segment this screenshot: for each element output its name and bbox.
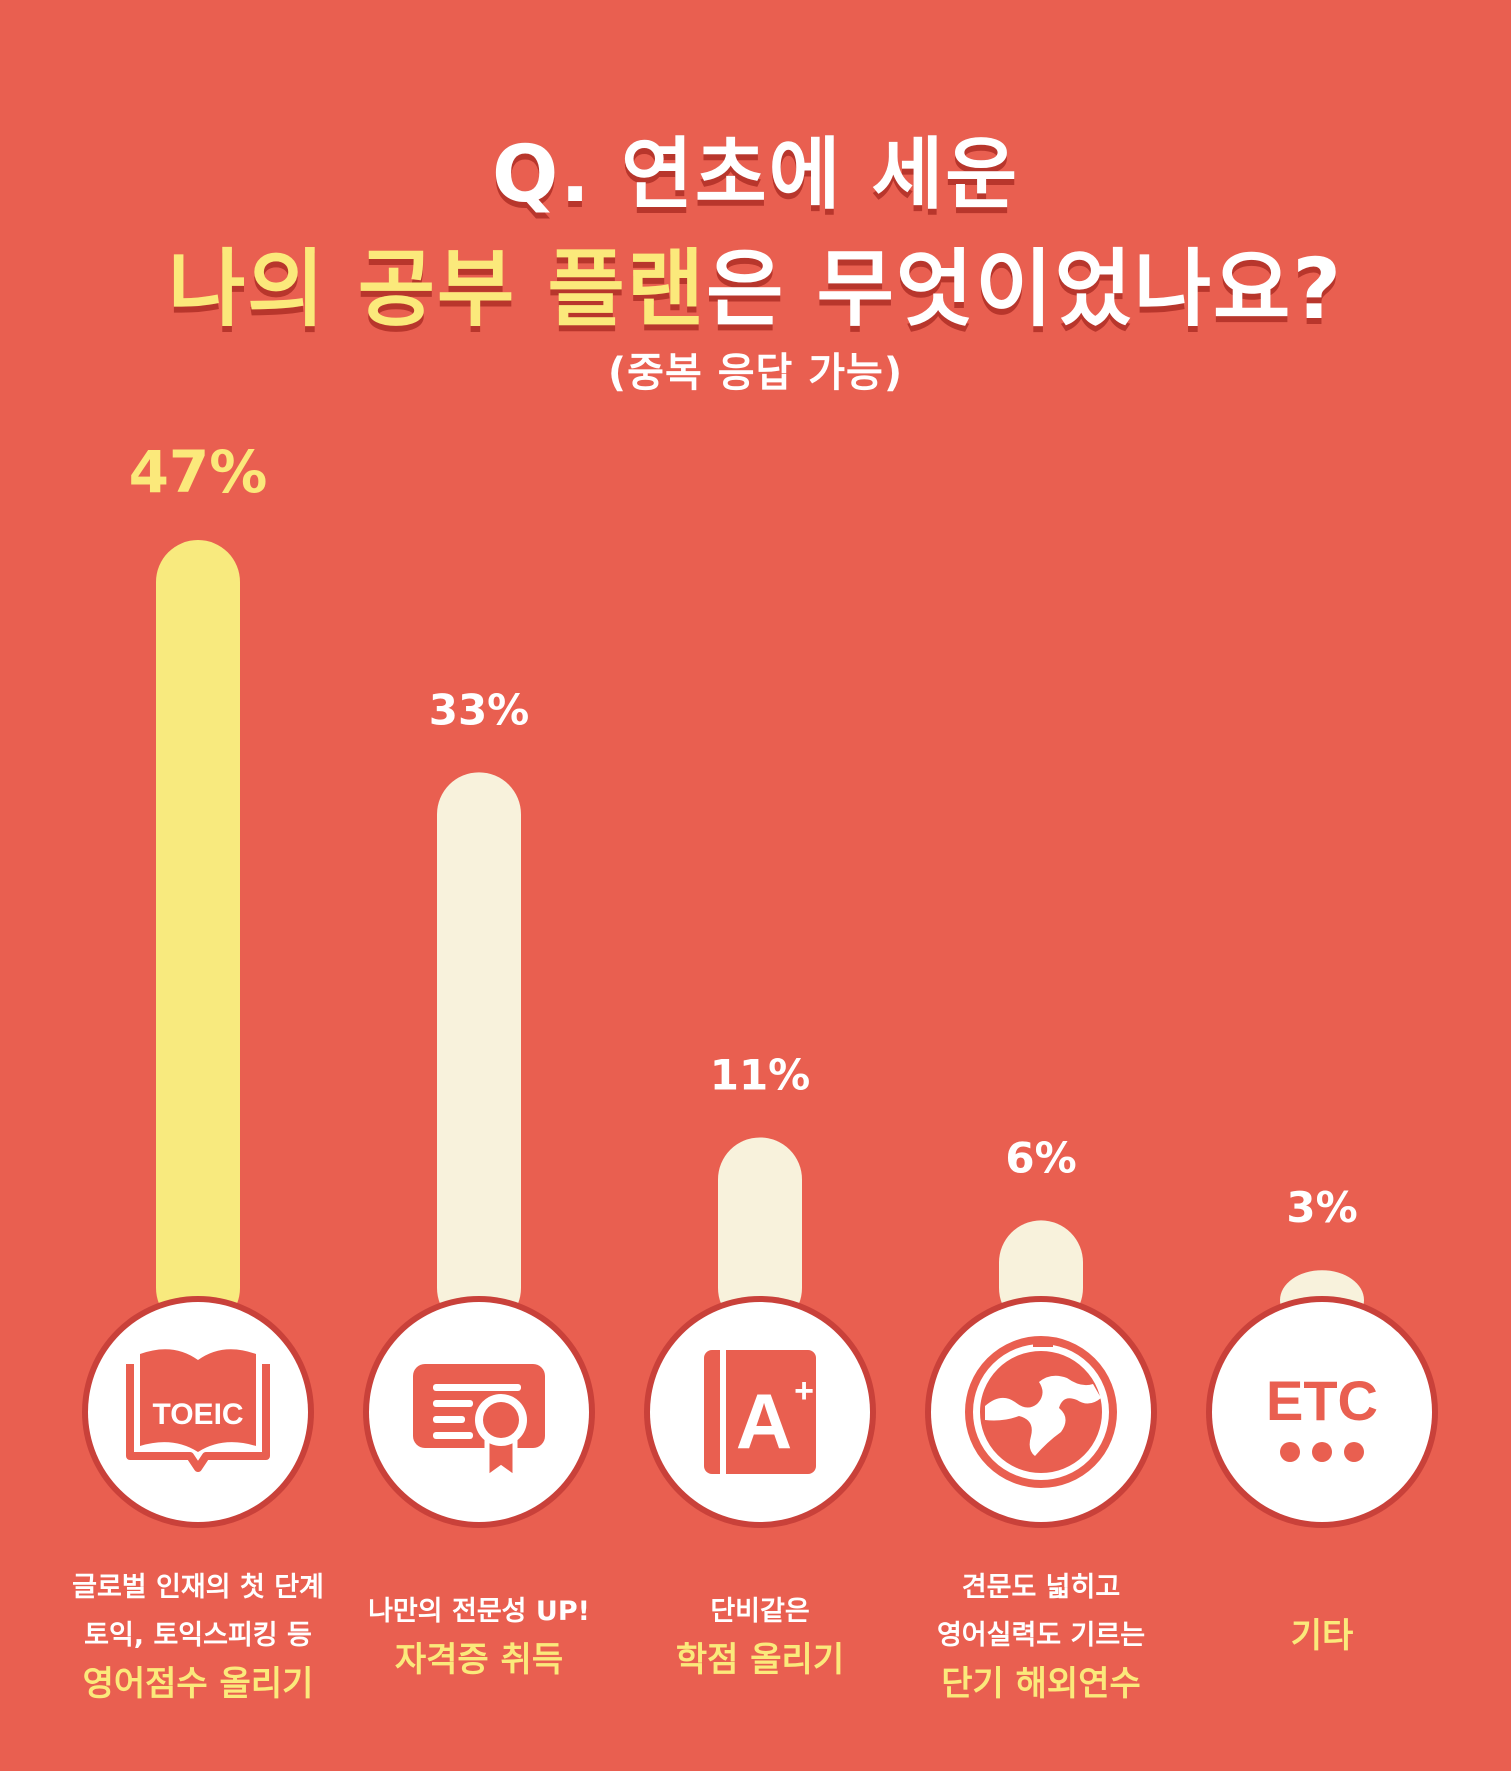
icon-circles-group: TOEIC A + ETC xyxy=(82,1296,1438,1528)
icon-circle-2: A + xyxy=(644,1296,876,1528)
category-label-4: 기타 xyxy=(1290,1616,1354,1656)
value-labels-group: 47% 33% 11% 6% 3% xyxy=(129,438,1358,1232)
value-label-3: 6% xyxy=(1005,1133,1076,1182)
chart-title-line1: Q. 연초에 세운 xyxy=(491,130,1020,220)
book-icon: TOEIC xyxy=(126,1349,270,1472)
chart-title-rest: 은 무엇이었나요? xyxy=(706,240,1344,338)
icon-circle-1 xyxy=(363,1296,595,1528)
category-label-3: 단기 해외연수 xyxy=(941,1664,1141,1704)
caption-0-line-1: 토익, 토익스피킹 등 xyxy=(84,1620,312,1651)
icon-circle-4: ETC xyxy=(1206,1296,1438,1528)
value-label-2: 11% xyxy=(710,1050,811,1099)
value-label-4: 3% xyxy=(1286,1183,1357,1232)
svg-text:ETC: ETC xyxy=(1266,1369,1378,1432)
caption-1: 나만의 전문성 UP! 자격증 취득 xyxy=(329,1588,629,1684)
caption-3-line-0: 견문도 넓히고 xyxy=(961,1572,1121,1603)
icon-circle-0: TOEIC xyxy=(82,1296,314,1528)
caption-3-line-1: 영어실력도 기르는 xyxy=(936,1620,1146,1651)
svg-text:+: + xyxy=(794,1372,814,1410)
caption-1-line-0: 나만의 전문성 UP! xyxy=(368,1596,590,1627)
icon-circle-3 xyxy=(925,1296,1157,1528)
bar-0 xyxy=(156,540,240,1330)
bar-1 xyxy=(437,772,521,1330)
caption-0-line-0: 글로벌 인재의 첫 단계 xyxy=(72,1572,324,1603)
certificate-icon xyxy=(413,1364,545,1483)
bar-2 xyxy=(718,1137,802,1330)
grade-a-plus-icon: A + xyxy=(704,1350,816,1474)
chart-title-line2: 나의 공부 플랜은 무엇이었나요? xyxy=(0,222,1511,343)
caption-2-line-0: 단비같은 xyxy=(710,1596,810,1627)
etc-icon: ETC xyxy=(1266,1369,1378,1462)
value-label-1: 33% xyxy=(429,685,530,734)
chart-title-highlight: 나의 공부 플랜 xyxy=(167,240,707,338)
value-label-0: 47% xyxy=(129,438,268,506)
globe-icon xyxy=(965,1336,1117,1488)
category-label-2: 학점 올리기 xyxy=(675,1640,845,1680)
svg-text:A: A xyxy=(736,1377,792,1465)
category-label-1: 자격증 취득 xyxy=(394,1640,564,1680)
svg-text:TOEIC: TOEIC xyxy=(152,1398,243,1431)
category-label-0: 영어점수 올리기 xyxy=(82,1664,314,1704)
caption-4: 기타 xyxy=(1172,1612,1472,1660)
bars-group xyxy=(156,540,1364,1330)
chart-subtitle: (중복 응답 가능) xyxy=(607,350,904,396)
